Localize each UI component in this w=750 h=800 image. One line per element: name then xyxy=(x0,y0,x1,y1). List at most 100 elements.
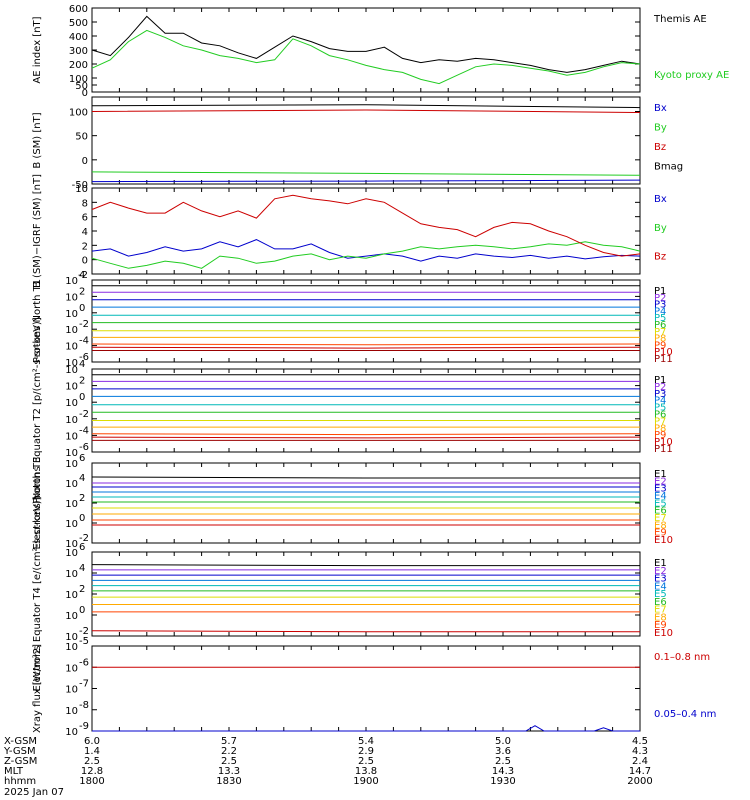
legend-label: P2 xyxy=(654,382,666,393)
legend-label: P8 xyxy=(654,423,666,434)
y-tick-label: 10 xyxy=(65,632,78,643)
y-tick-label: 500 xyxy=(69,18,88,29)
y-axis-label: Protons Equator T2 [p/(cm²-s-sr-keV)] xyxy=(32,317,43,504)
series-line-e1 xyxy=(91,564,640,567)
legend-label: P1 xyxy=(654,286,666,297)
y-tick-label: 6 xyxy=(82,213,88,224)
orbit-value: 2.4 xyxy=(632,756,648,767)
orbit-value: 6.0 xyxy=(84,736,100,747)
orbit-row-label: Z-GSM xyxy=(4,756,37,767)
legend-label: E4 xyxy=(654,491,667,502)
orbit-value: 1900 xyxy=(353,776,378,787)
series-line-p9 xyxy=(91,433,641,436)
series-line-p10 xyxy=(91,436,641,439)
legend-label: E9 xyxy=(654,528,667,539)
series-line-bmag xyxy=(91,104,641,109)
legend-label: P4 xyxy=(654,306,666,317)
y-tick-exponent: -9 xyxy=(79,721,89,732)
legend-label: Bz xyxy=(654,142,666,153)
series-line-kyoto-proxy-ae xyxy=(91,29,641,85)
legend-label: E8 xyxy=(654,612,667,623)
date-label: 2025 Jan 07 xyxy=(4,787,64,798)
y-axis-label: B (SM)−IGRF (SM) [nT] xyxy=(32,174,43,288)
legend-label: E6 xyxy=(654,506,667,517)
orbit-value: 1930 xyxy=(490,776,515,787)
legend-label: P7 xyxy=(654,327,666,338)
y-tick-exponent: 0 xyxy=(79,392,85,403)
y-tick-exponent: -6 xyxy=(79,352,89,363)
orbit-value: 1800 xyxy=(79,776,104,787)
orbit-value: 1.4 xyxy=(84,746,100,757)
y-tick-exponent: 2 xyxy=(79,376,85,387)
y-axis-label: Electrons North T3 xyxy=(32,456,43,549)
y-tick-exponent: 4 xyxy=(79,270,85,281)
legend-label: Bmag xyxy=(654,161,683,172)
orbit-value: 2.5 xyxy=(495,756,511,767)
y-tick-exponent: -2 xyxy=(79,409,89,420)
y-tick-label: 10 xyxy=(65,706,78,717)
series-line-e1 xyxy=(91,476,640,479)
y-tick-exponent: 4 xyxy=(79,563,85,574)
orbit-value: 4.5 xyxy=(632,736,648,747)
legend-label: E2 xyxy=(654,566,667,577)
orbit-value: 13.3 xyxy=(218,766,240,777)
y-tick-exponent: -5 xyxy=(79,636,89,647)
series-line-e10 xyxy=(91,630,640,633)
orbit-value: 12.8 xyxy=(81,766,103,777)
orbit-row-label: Y-GSM xyxy=(3,746,36,757)
y-tick-exponent: 0 xyxy=(79,605,85,616)
y-tick-label: 0 xyxy=(82,256,88,267)
orbit-value: 1830 xyxy=(216,776,241,787)
y-tick-label: 10 xyxy=(65,459,78,470)
y-tick-label: 400 xyxy=(69,32,88,43)
legend-label: E7 xyxy=(654,605,667,616)
y-tick-exponent: 0 xyxy=(79,513,85,524)
y-tick-label: 10 xyxy=(65,548,78,559)
y-tick-label: 0 xyxy=(82,88,88,99)
legend-label: P9 xyxy=(654,430,666,441)
y-tick-label: 10 xyxy=(65,398,78,409)
y-tick-label: 100 xyxy=(69,74,88,85)
orbit-value: 2.5 xyxy=(84,756,100,767)
y-tick-label: 600 xyxy=(69,4,88,15)
legend-label: P6 xyxy=(654,410,666,421)
orbit-value: 5.0 xyxy=(495,736,511,747)
legend-label: Kyoto proxy AE xyxy=(654,70,729,81)
y-axis-label: AE index [nT] xyxy=(32,16,43,83)
legend-label: Bx xyxy=(654,103,667,114)
panel-frame xyxy=(91,187,641,275)
legend-label: P7 xyxy=(654,416,666,427)
legend-label: P2 xyxy=(654,293,666,304)
y-tick-exponent: 2 xyxy=(79,493,85,504)
legend-label: E1 xyxy=(654,558,667,569)
y-tick-label: 10 xyxy=(65,382,78,393)
legend-label: P10 xyxy=(654,347,673,358)
y-tick-label: 10 xyxy=(65,539,78,550)
panel-frame xyxy=(91,462,641,544)
y-tick-label: 200 xyxy=(69,60,88,71)
legend-label: E8 xyxy=(654,520,667,531)
legend-label: Bz xyxy=(654,252,666,263)
series-line-0-05-0-4-nm xyxy=(92,725,640,732)
legend-label: By xyxy=(654,122,667,133)
y-tick-label: 8 xyxy=(82,198,88,209)
y-tick-label: -2 xyxy=(78,270,88,281)
orbit-value: 14.3 xyxy=(492,766,514,777)
y-tick-label: 10 xyxy=(65,342,78,353)
legend-label: P3 xyxy=(654,389,666,400)
y-tick-exponent: -6 xyxy=(79,657,89,668)
orbit-value: 2.5 xyxy=(358,756,374,767)
y-tick-label: 10 xyxy=(75,184,88,195)
orbit-row-label: X-GSM xyxy=(4,736,37,747)
series-line-bx xyxy=(91,239,641,262)
orbit-value: 5.4 xyxy=(358,736,374,747)
y-tick-label: 10 xyxy=(65,611,78,622)
y-tick-exponent: -2 xyxy=(79,533,89,544)
legend-label: Bx xyxy=(654,194,667,205)
legend-label: P6 xyxy=(654,320,666,331)
